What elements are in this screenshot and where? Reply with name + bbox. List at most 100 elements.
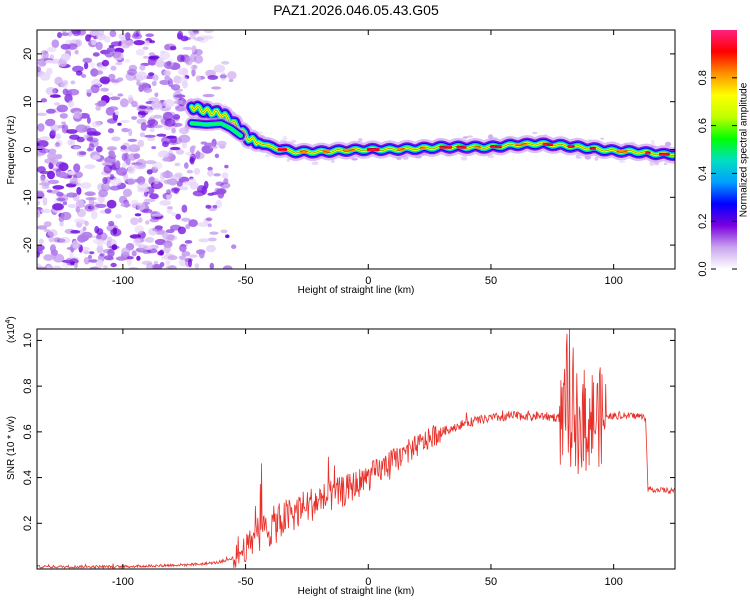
noise-blob — [56, 192, 64, 197]
noise-blob — [46, 108, 56, 114]
noise-blob — [128, 64, 138, 72]
noise-blob — [94, 203, 107, 208]
noise-blob — [154, 225, 163, 230]
noise-blob — [137, 188, 150, 193]
y-tick-label: 0.2 — [22, 516, 34, 531]
noise-blob — [179, 186, 189, 191]
noise-blob — [157, 57, 164, 62]
noise-blob — [75, 39, 83, 47]
noise-blob — [144, 245, 153, 251]
noise-blob — [212, 204, 218, 209]
signal-hotspot — [489, 145, 502, 149]
y-tick-label: 0.4 — [22, 470, 34, 485]
snr-panel: -100 -50 0 50 100 0.2 0.4 0.6 0.8 1.0 Height of … — [5, 316, 676, 597]
noise-blob — [179, 127, 189, 135]
noise-blob — [351, 158, 359, 161]
noise-blob — [211, 86, 222, 90]
noise-blob — [172, 114, 181, 120]
x-tick-label: 100 — [604, 576, 622, 588]
noise-blob — [90, 210, 98, 220]
noise-blob — [154, 238, 166, 246]
noise-blob — [37, 266, 47, 269]
noise-blob — [135, 247, 145, 253]
noise-blob — [114, 214, 122, 219]
noise-blob — [67, 204, 77, 208]
noise-blob — [40, 98, 48, 103]
colorbar-tick-label: 0.6 — [697, 118, 709, 133]
noise-blob — [174, 100, 184, 105]
noise-blob — [104, 49, 115, 58]
noise-blob — [67, 170, 76, 175]
noise-blob — [207, 169, 214, 177]
noise-blob — [144, 160, 157, 165]
noise-blob — [206, 244, 216, 253]
noise-blob — [143, 55, 149, 59]
noise-blob — [168, 149, 174, 158]
noise-blob — [115, 110, 119, 116]
noise-blob — [149, 127, 155, 133]
noise-blob — [151, 100, 162, 109]
noise-blob — [55, 161, 66, 168]
noise-blob — [205, 204, 212, 209]
noise-blob — [134, 225, 145, 234]
noise-blob — [166, 193, 172, 201]
noise-blob — [162, 111, 173, 121]
noise-blob — [37, 149, 47, 156]
noise-blob — [166, 61, 172, 67]
noise-blob — [67, 31, 73, 37]
noise-blob — [49, 94, 62, 98]
noise-blob — [111, 136, 121, 142]
noise-blob — [37, 123, 45, 132]
noise-blob — [120, 40, 131, 49]
noise-blob — [45, 265, 52, 269]
noise-blob — [117, 122, 122, 126]
noise-blob — [146, 169, 153, 175]
signal-hotspot — [419, 146, 426, 150]
noise-blob — [50, 129, 57, 136]
noise-blob — [220, 229, 228, 234]
noise-blob — [39, 72, 51, 81]
noise-blob — [97, 30, 105, 37]
noise-blob — [225, 234, 230, 239]
noise-blob — [142, 208, 153, 214]
noise-blob — [213, 173, 221, 177]
noise-blob — [37, 59, 47, 67]
noise-blob — [96, 228, 104, 236]
noise-blob — [60, 53, 71, 62]
noise-blob — [649, 161, 655, 166]
noise-blob — [145, 220, 150, 225]
noise-blob — [40, 175, 46, 183]
noise-blob — [102, 177, 108, 184]
noise-blob — [94, 70, 104, 75]
noise-blob — [108, 73, 116, 80]
noise-blob — [85, 34, 91, 42]
x-tick-label: 0 — [365, 576, 371, 588]
noise-blob — [138, 105, 148, 110]
noise-blob — [131, 116, 138, 120]
noise-blob — [54, 102, 60, 106]
noise-blob — [222, 265, 233, 269]
noise-blob — [112, 51, 122, 58]
noise-blob — [54, 143, 60, 148]
noise-blob — [91, 121, 102, 128]
noise-blob — [151, 124, 164, 129]
noise-blob — [139, 132, 145, 138]
noise-blob — [173, 75, 182, 84]
noise-blob — [69, 181, 77, 185]
noise-blob — [80, 182, 92, 189]
noise-blob — [37, 66, 42, 73]
noise-blob — [162, 157, 171, 162]
noise-blob — [76, 186, 82, 195]
noise-blob — [131, 250, 137, 257]
noise-blob — [156, 133, 167, 137]
noise-blob — [121, 247, 131, 255]
noise-blob — [167, 206, 173, 210]
noise-blob — [618, 160, 626, 164]
noise-blob — [101, 59, 110, 67]
noise-blob — [76, 136, 85, 143]
noise-blob — [95, 145, 103, 153]
noise-blob — [134, 162, 147, 170]
noise-blob — [163, 99, 175, 108]
noise-blob — [160, 50, 166, 54]
